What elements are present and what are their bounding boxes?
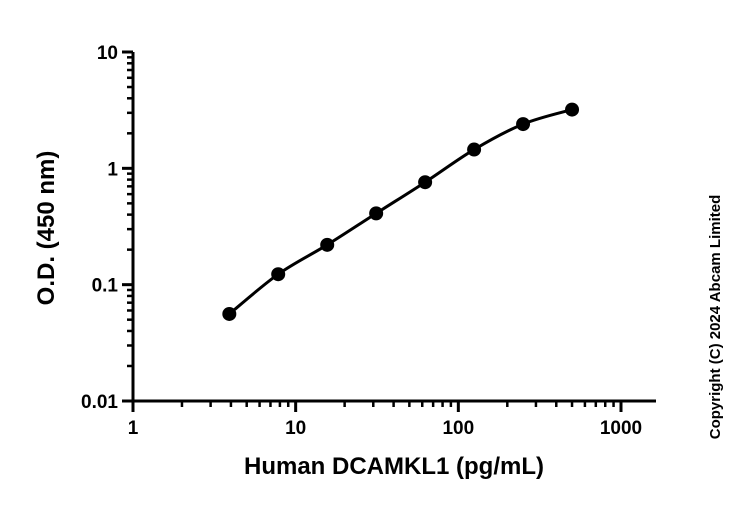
x-axis-title: Human DCAMKL1 (pg/mL) [244,453,544,480]
data-point [467,142,482,157]
data-point [369,206,384,221]
y-ticks: 0.01 0.1 1 10 [81,43,133,413]
fit-curve [228,108,573,316]
x-ticks: 1 10 100 1000 [128,401,642,439]
x-tick-label: 1 [128,418,139,439]
data-point [418,175,433,190]
axes [131,52,656,403]
copyright-annotation: Copyright (C) 2024 Abcam Limited [707,195,724,439]
x-tick-label: 1000 [600,418,642,439]
data-point [222,306,237,321]
x-tick-label: 10 [285,418,306,439]
data-point [565,102,580,117]
data-point [320,237,335,252]
data-point [271,267,286,282]
x-tick-label: 100 [442,418,474,439]
data-points [222,102,580,321]
y-tick-label: 0.1 [92,276,119,297]
y-axis-title: O.D. (450 nm) [33,151,60,306]
data-point [516,117,531,132]
y-tick-label: 0.01 [81,392,118,413]
y-tick-label: 10 [97,43,118,64]
y-tick-label: 1 [107,159,118,180]
